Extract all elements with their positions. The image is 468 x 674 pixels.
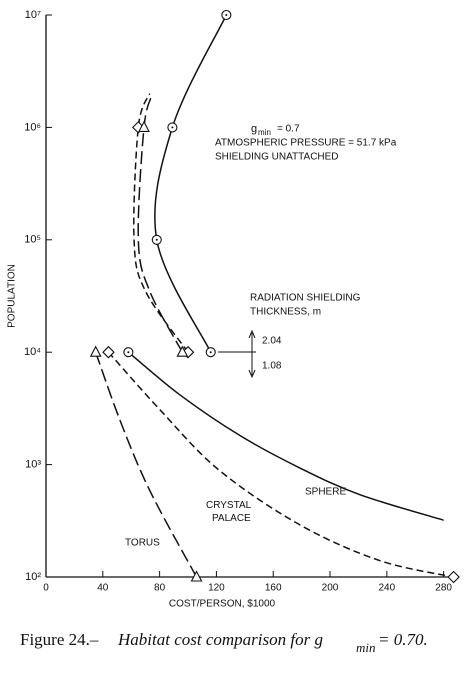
x-tick-label: 160	[265, 583, 282, 594]
series-line	[133, 93, 189, 353]
series-line	[154, 14, 228, 353]
marker-dot	[155, 238, 158, 241]
marker-dot	[209, 351, 212, 354]
marker-dot	[127, 351, 130, 354]
annotation: RADIATION SHIELDING	[250, 293, 361, 304]
caption: Figure 24.–	[20, 630, 99, 649]
y-tick-label: 10⁶	[24, 121, 41, 133]
y-tick-label: 10⁴	[24, 346, 41, 358]
x-tick-label: 80	[154, 583, 166, 594]
series-label: TORUS	[125, 538, 160, 549]
x-axis-label: COST/PERSON, $1000	[169, 599, 276, 610]
series-line	[137, 93, 183, 353]
x-tick-label: 40	[97, 583, 109, 594]
annotation: = 0.7	[277, 124, 300, 135]
series-line	[107, 351, 454, 578]
arrow-heads	[248, 329, 256, 379]
series-line	[94, 351, 198, 578]
series-line	[127, 351, 444, 521]
caption: min	[356, 640, 376, 655]
marker-dot	[171, 126, 174, 129]
annotation: SHIELDING UNATTACHED	[215, 152, 339, 163]
marker	[447, 570, 460, 584]
y-tick-label: 10⁵	[24, 234, 41, 246]
annotation: 2.04	[262, 336, 282, 347]
annotation: THICKNESS, m	[250, 307, 321, 318]
marker	[102, 345, 115, 359]
annotation: ATMOSPHERIC PRESSURE = 51.7 kPa	[215, 138, 397, 149]
x-tick-label: 200	[322, 583, 339, 594]
y-tick-label: 10²	[25, 571, 41, 583]
y-tick-label: 10³	[25, 459, 41, 471]
marker	[89, 345, 102, 357]
marker	[138, 120, 150, 132]
y-tick-label: 10⁷	[25, 9, 41, 21]
x-tick-label: 0	[43, 583, 49, 594]
annotation: 1.08	[262, 361, 282, 372]
y-axis-label: POPULATION	[7, 264, 18, 328]
marker	[190, 570, 203, 582]
x-tick-label: 240	[378, 583, 395, 594]
annotation: min	[258, 128, 271, 137]
series-label: SPHERE	[305, 487, 346, 498]
series-label: CRYSTAL PALACE	[206, 500, 252, 524]
x-tick-label: 280	[435, 583, 452, 594]
caption: Habitat cost comparison for g	[117, 630, 323, 649]
marker-dot	[225, 14, 228, 16]
caption: = 0.70.	[378, 630, 428, 649]
marker	[176, 345, 189, 357]
annotation: g	[251, 123, 257, 135]
x-tick-label: 120	[208, 583, 225, 594]
